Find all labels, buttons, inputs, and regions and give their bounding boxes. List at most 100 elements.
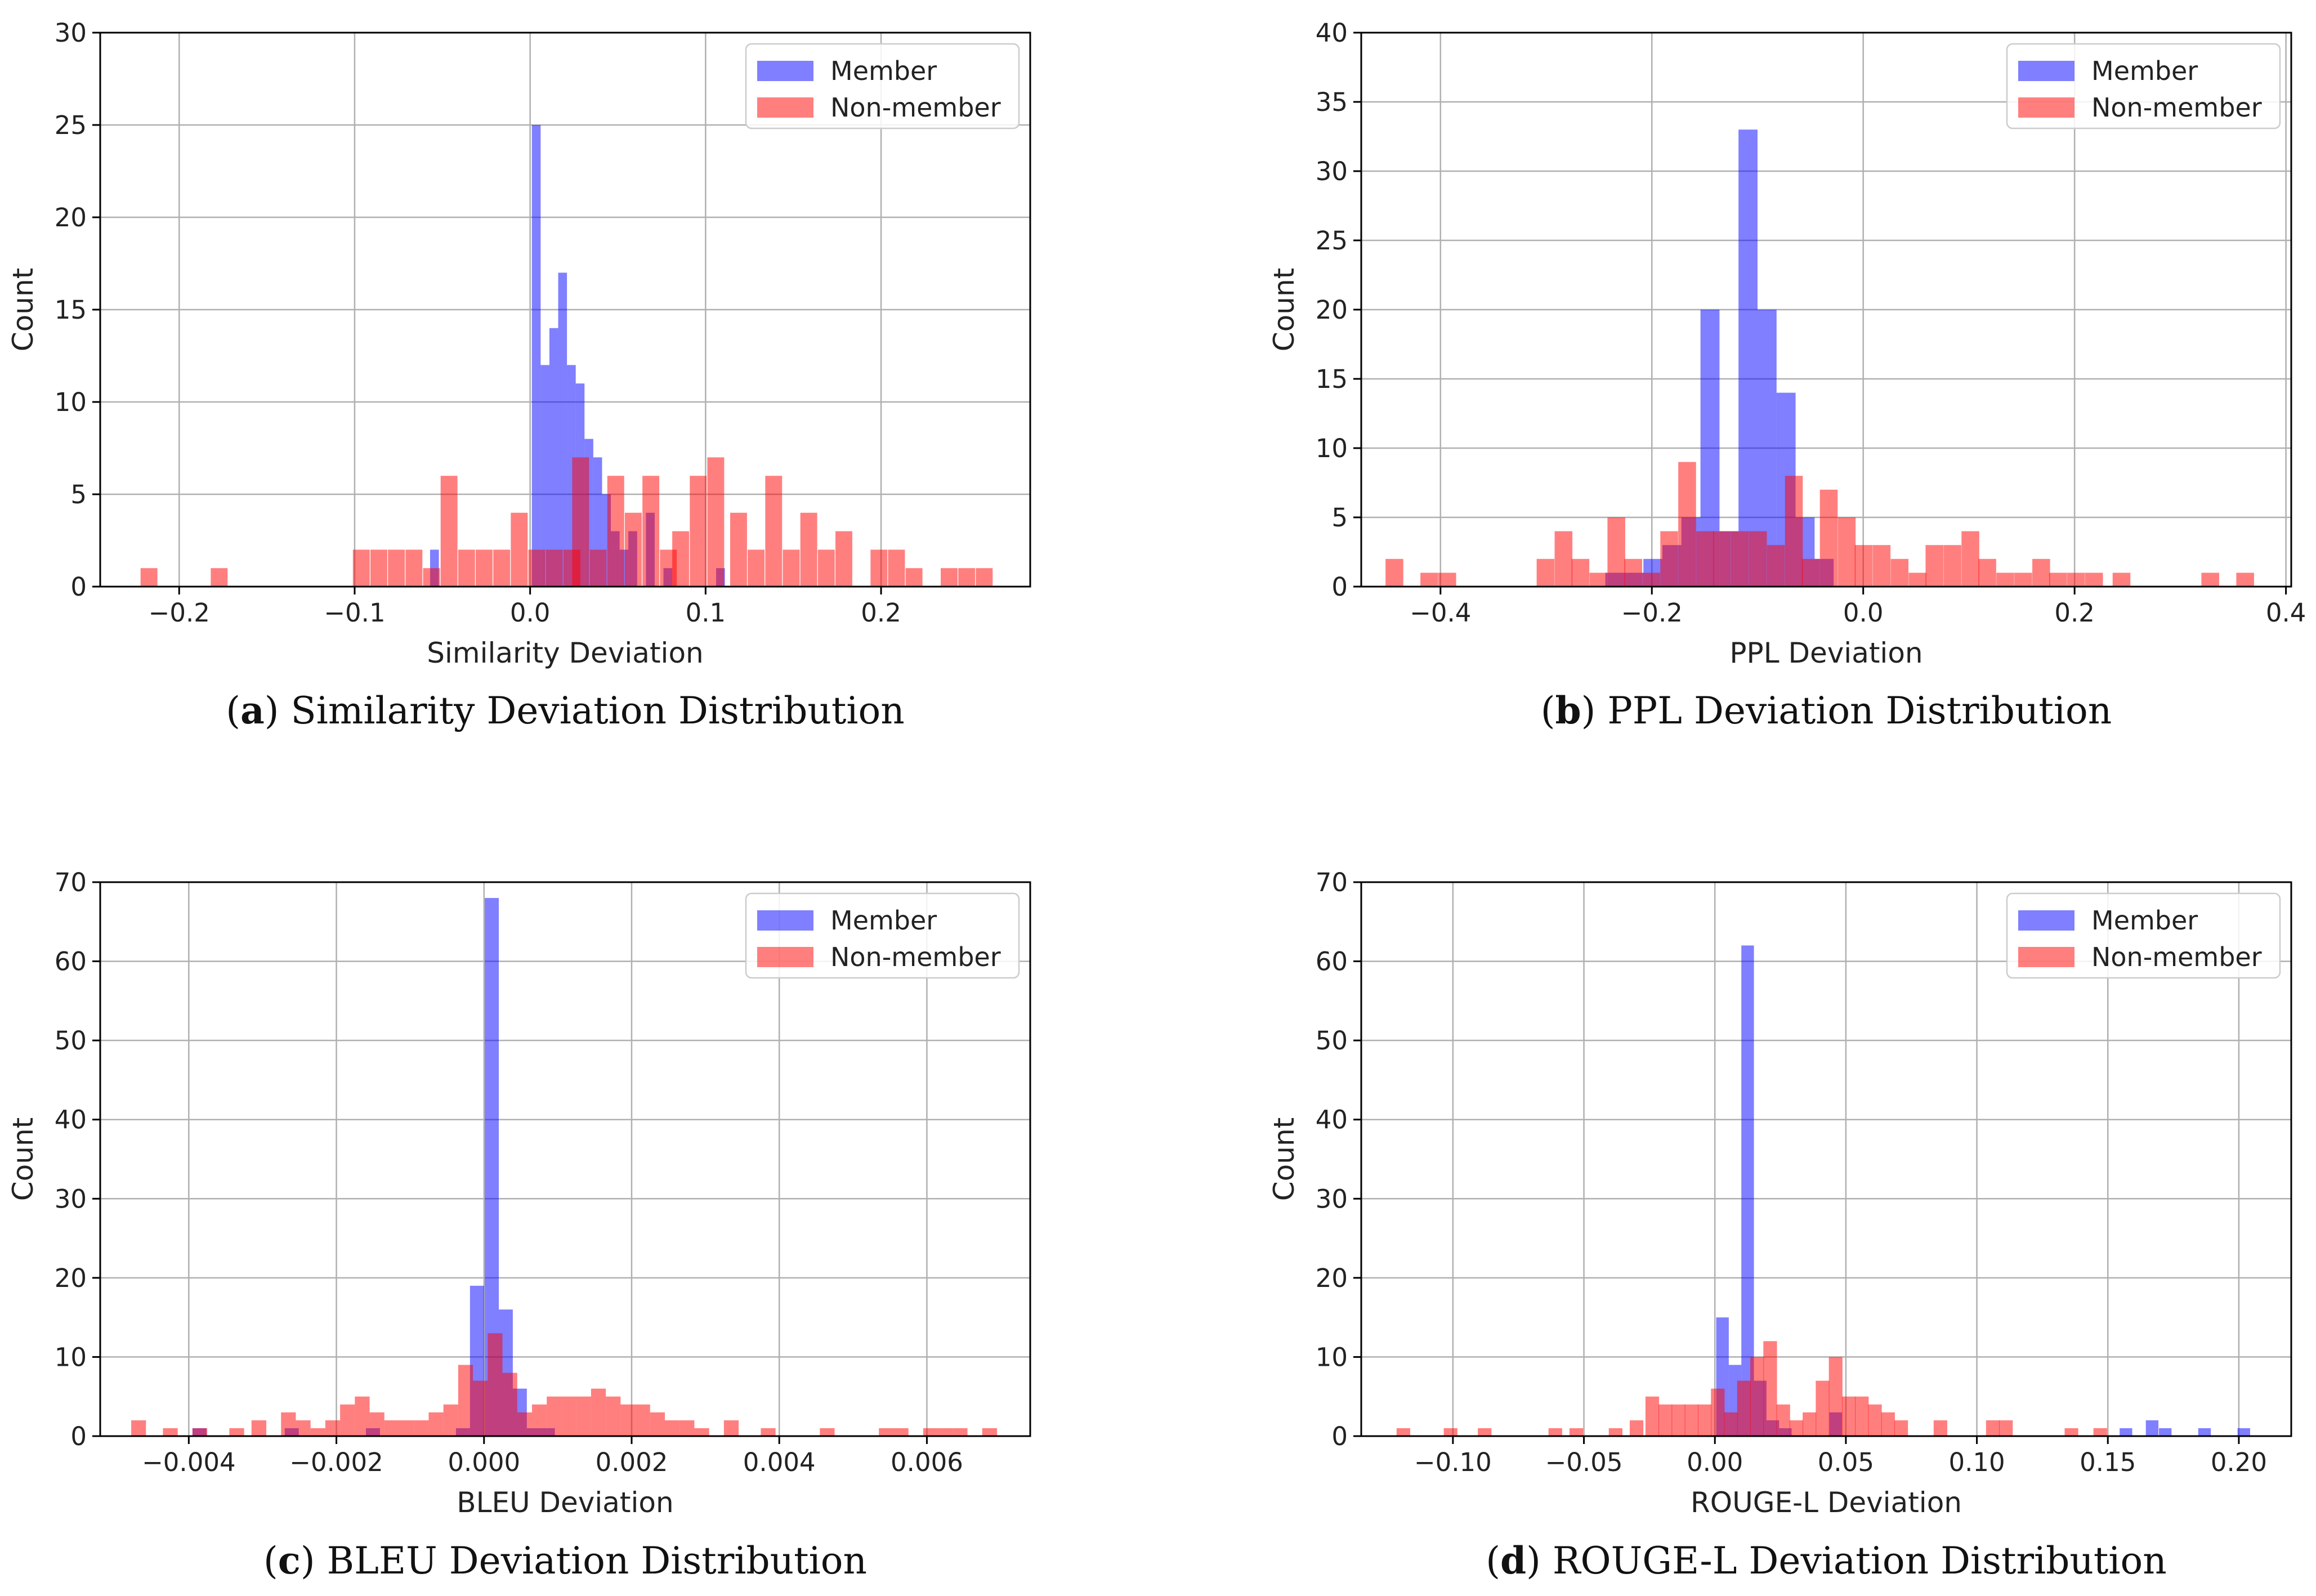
x-tick-label: −0.10 <box>1414 1447 1492 1477</box>
non-member-bar <box>723 1420 739 1436</box>
non-member-bar <box>650 1412 665 1436</box>
caption-text: ) Similarity Deviation Distribution <box>265 689 905 732</box>
non-member-bar <box>572 457 589 587</box>
x-tick-label: 0.002 <box>596 1447 668 1477</box>
non-member-bar <box>423 568 440 587</box>
non-member-bar <box>1763 1341 1777 1436</box>
non-member-bar <box>1776 1404 1790 1436</box>
non-member-bar <box>953 1428 968 1436</box>
y-axis-label: Count <box>7 1117 39 1201</box>
non-member-bar <box>369 1412 384 1436</box>
non-member-bar <box>1943 545 1961 587</box>
x-axis-label: ROUGE-L Deviation <box>1691 1486 1962 1519</box>
non-member-bar <box>473 1380 488 1436</box>
non-member-bar <box>923 1428 938 1436</box>
non-member-bar <box>576 1396 591 1436</box>
legend: Member Non-member <box>2006 892 2281 979</box>
non-member-bar <box>1801 558 1820 587</box>
y-tick-label: 10 <box>55 1342 87 1372</box>
y-tick-label: 20 <box>55 203 87 233</box>
non-member-bar <box>1607 517 1625 587</box>
non-member-bar <box>476 549 493 587</box>
y-tick-label: 10 <box>1316 433 1348 463</box>
y-tick-label: 0 <box>70 1421 87 1451</box>
y-tick-label: 20 <box>1316 295 1348 325</box>
non-member-bar <box>1420 573 1438 587</box>
legend: Member Non-member <box>745 892 1020 979</box>
x-tick-label: 0.0 <box>1843 598 1884 628</box>
non-member-bar <box>591 1388 606 1436</box>
non-member-bar <box>2014 573 2032 587</box>
y-tick-label: 0 <box>1331 1421 1348 1451</box>
non-member-bar <box>1536 558 1555 587</box>
non-member-bar <box>1713 531 1731 587</box>
y-tick-label: 40 <box>55 1105 87 1135</box>
non-member-bar <box>1624 558 1642 587</box>
non-member-bar <box>1589 573 1608 587</box>
member-bar <box>2120 1428 2132 1436</box>
non-member-bar <box>1925 545 1944 587</box>
non-member-bar <box>1908 573 1926 587</box>
x-tick-label: 0.1 <box>686 598 726 628</box>
non-member-bar <box>502 1373 517 1436</box>
y-tick-label: 40 <box>1316 18 1348 48</box>
member-series <box>1716 945 2250 1436</box>
x-tick-label: 0.10 <box>1948 1447 2005 1477</box>
non-member-bar <box>1660 531 1678 587</box>
y-axis-label: Count <box>1268 268 1300 352</box>
non-member-bar <box>1785 476 1803 587</box>
non-member-bar <box>355 1396 370 1436</box>
non-member-bar <box>2112 573 2131 587</box>
non-member-bar <box>624 512 642 587</box>
non-member-bar <box>1385 558 1403 587</box>
non-member-bar <box>817 549 835 587</box>
y-tick-label: 70 <box>1316 868 1348 897</box>
member-bar <box>2237 1428 2250 1436</box>
non-member-bar <box>2093 1428 2107 1436</box>
y-tick-label: 15 <box>55 295 87 325</box>
non-member-bar <box>1724 1412 1738 1436</box>
non-member-bar <box>976 568 993 587</box>
x-tick-label: −0.1 <box>324 598 385 628</box>
legend: Member Non-member <box>745 43 1020 129</box>
non-member-bar <box>2085 573 2103 587</box>
non-member-bar <box>635 1404 650 1436</box>
caption-letter: d <box>1500 1539 1526 1582</box>
y-tick-label: 15 <box>1316 364 1348 394</box>
non-member-bar <box>1996 573 2014 587</box>
legend: Member Non-member <box>2006 43 2281 129</box>
non-member-bar <box>1986 1420 2000 1436</box>
non-member-bar <box>440 476 458 587</box>
non-member-bar <box>607 476 624 587</box>
non-member-bar <box>1868 1404 1882 1436</box>
panel-ppl-deviation: −0.4 −0.2 0.0 0.2 0.4 0 5 10 15 20 25 30 35 40 PPL Dev… <box>1268 18 2306 732</box>
non-member-bar <box>879 1428 894 1436</box>
non-member-bar <box>1697 1404 1712 1436</box>
non-member-bar <box>888 549 905 587</box>
legend-swatch-member <box>2018 61 2074 81</box>
non-member-bar <box>547 1396 562 1436</box>
member-bar <box>1738 129 1758 587</box>
x-tick-label: −0.004 <box>142 1447 236 1477</box>
non-member-bar <box>296 1420 311 1436</box>
legend-swatch-non-member <box>757 97 813 118</box>
x-tick-label: 0.05 <box>1818 1447 1874 1477</box>
non-member-bar <box>384 1420 399 1436</box>
non-member-bar <box>211 568 228 587</box>
member-bar <box>2158 1428 2172 1436</box>
non-member-bar <box>1837 517 1856 587</box>
non-member-bar <box>546 549 563 587</box>
non-member-bar <box>1678 462 1696 587</box>
y-axis-label: Count <box>7 268 39 352</box>
axes-frame <box>1360 881 2292 1437</box>
non-member-bar <box>1569 1428 1584 1436</box>
non-member-bar <box>1890 558 1909 587</box>
non-member-bar <box>2032 558 2050 587</box>
non-member-bar <box>532 1404 547 1436</box>
x-tick-label: 0.20 <box>2211 1447 2267 1477</box>
legend-swatch-non-member <box>757 947 813 967</box>
non-member-bar <box>517 1412 532 1436</box>
non-member-bar <box>870 549 888 587</box>
non-member-bar <box>2049 573 2067 587</box>
member-bar <box>558 272 567 587</box>
